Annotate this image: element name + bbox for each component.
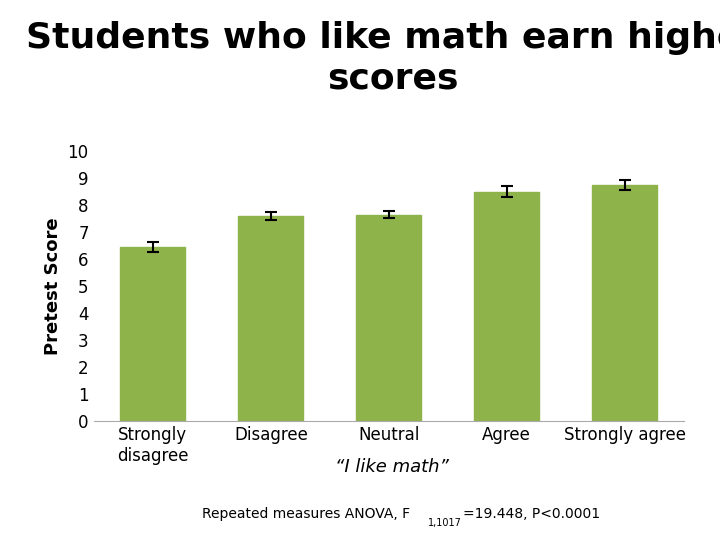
Text: Repeated measures ANOVA, F: Repeated measures ANOVA, F xyxy=(202,508,410,522)
Text: 1,1017: 1,1017 xyxy=(428,518,462,528)
Text: =19.448, P<0.0001: =19.448, P<0.0001 xyxy=(463,508,600,522)
Bar xyxy=(474,192,539,421)
Text: Students who like math earn higher: Students who like math earn higher xyxy=(26,21,720,55)
Text: “I like math”: “I like math” xyxy=(336,458,449,476)
Text: scores: scores xyxy=(327,62,458,95)
Bar xyxy=(238,216,303,421)
Y-axis label: Pretest Score: Pretest Score xyxy=(44,218,62,355)
Bar xyxy=(356,214,421,421)
Bar xyxy=(120,247,185,421)
Bar xyxy=(593,185,657,421)
